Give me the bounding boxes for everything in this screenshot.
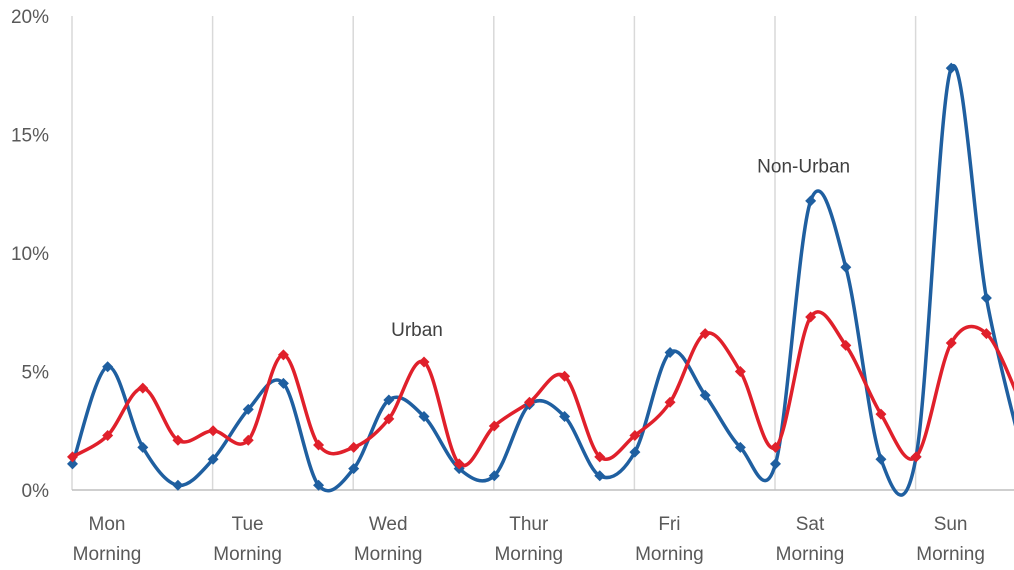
y-tick-label: 15%	[11, 126, 49, 147]
annotation-label: Urban	[391, 320, 443, 341]
data-point-non_urban	[664, 347, 676, 359]
data-point-urban	[523, 396, 535, 408]
x-tick-label-sub: Morning	[354, 544, 423, 565]
series-line-urban	[70, 310, 1014, 468]
x-tick-label: Mon	[89, 514, 126, 535]
data-point-urban	[242, 434, 254, 446]
data-point-urban	[805, 311, 817, 323]
data-point-urban	[418, 356, 430, 368]
data-point-non_urban	[770, 458, 781, 470]
data-point-non_urban	[348, 463, 360, 475]
data-point-urban	[207, 425, 219, 437]
x-tick-label-sub: Morning	[213, 544, 282, 565]
x-tick-label-sub: Morning	[635, 544, 704, 565]
data-point-urban	[945, 337, 957, 349]
annotations: Urban Non-Urban	[391, 156, 850, 341]
data-point-non_urban	[875, 453, 887, 465]
data-point-non_urban	[207, 453, 219, 465]
data-point-urban	[770, 441, 781, 453]
x-tick-label: Sat	[796, 514, 825, 535]
data-point-urban	[699, 328, 711, 340]
data-point-urban	[488, 420, 500, 432]
data-points	[67, 62, 992, 491]
data-point-urban	[910, 451, 922, 463]
data-point-non_urban	[313, 479, 325, 491]
data-point-non_urban	[67, 458, 78, 470]
data-point-non_urban	[629, 446, 641, 458]
data-point-urban	[67, 451, 78, 463]
x-tick-label: Wed	[369, 514, 408, 535]
y-tick-label: 5%	[22, 363, 50, 384]
data-point-non_urban	[945, 62, 957, 74]
data-point-urban	[172, 434, 184, 446]
data-point-non_urban	[559, 411, 571, 423]
data-point-non_urban	[102, 361, 114, 373]
data-point-non_urban	[805, 195, 817, 207]
data-point-urban	[734, 366, 746, 377]
data-point-non_urban	[980, 292, 992, 304]
data-point-non_urban	[418, 411, 430, 423]
data-point-non_urban	[242, 403, 254, 415]
x-tick-label: Sun	[934, 514, 968, 535]
x-tick-label: Tue	[232, 514, 264, 535]
data-point-non_urban	[137, 441, 149, 453]
data-point-urban	[453, 458, 465, 470]
data-point-non_urban	[488, 470, 500, 482]
y-tick-label: 0%	[22, 481, 50, 502]
data-point-urban	[559, 370, 571, 382]
data-point-urban	[980, 328, 992, 340]
data-point-urban	[875, 408, 887, 420]
data-point-non_urban	[699, 389, 711, 401]
data-point-non_urban	[840, 261, 852, 273]
x-tick-label-sub: Morning	[73, 544, 142, 565]
x-tick-label-sub: Morning	[494, 544, 563, 565]
x-tick-label: Thur	[509, 514, 549, 535]
data-point-non_urban	[172, 479, 184, 491]
data-point-urban	[594, 451, 606, 463]
x-tick-label: Fri	[658, 514, 680, 535]
data-point-urban	[629, 429, 641, 441]
x-tick-label-sub: Morning	[776, 544, 845, 565]
data-point-urban	[313, 439, 325, 451]
data-point-urban	[383, 413, 395, 425]
data-point-urban	[348, 441, 360, 453]
data-point-urban	[102, 429, 114, 441]
y-tick-label: 10%	[11, 244, 49, 265]
data-point-non_urban	[594, 470, 606, 482]
y-tick-labels: 0% 5% 10% 15% 20%	[11, 7, 49, 502]
data-point-non_urban	[277, 377, 289, 389]
y-tick-label: 20%	[11, 7, 49, 28]
data-point-urban	[137, 382, 149, 394]
annotation-label: Non-Urban	[757, 156, 850, 177]
gridlines	[71, 16, 917, 490]
x-tick-labels: Mon Morning Tue Morning Wed Morning Thur Mornin…	[73, 514, 985, 565]
x-tick-label-sub: Morning	[916, 544, 985, 565]
data-point-urban	[664, 396, 676, 408]
data-point-urban	[840, 339, 852, 351]
data-point-urban	[277, 349, 289, 361]
data-point-non_urban	[383, 394, 395, 406]
data-point-non_urban	[734, 441, 746, 453]
